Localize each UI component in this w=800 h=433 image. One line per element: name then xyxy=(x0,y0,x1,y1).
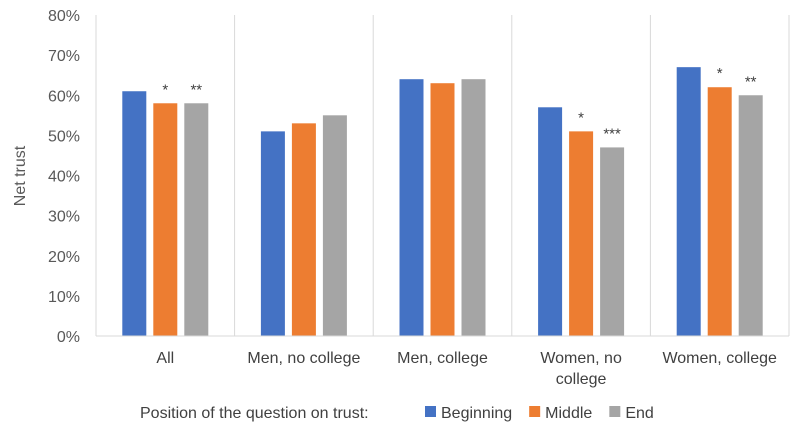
bar-beginning xyxy=(399,79,424,336)
y-tick-label: 10% xyxy=(48,289,80,306)
bar-middle xyxy=(569,131,594,336)
legend-title: Position of the question on trust: xyxy=(140,405,369,422)
legend-swatch-beginning xyxy=(425,406,436,417)
legend-swatch-middle xyxy=(529,406,541,417)
bar-end xyxy=(600,147,625,336)
bars xyxy=(122,67,763,337)
category-label: Women, college xyxy=(662,350,777,367)
category-label: Men, college xyxy=(397,350,488,367)
bar-beginning xyxy=(538,107,563,336)
y-tick-label: 30% xyxy=(48,209,80,226)
y-tick-label: 0% xyxy=(57,329,80,346)
legend-label-end: End xyxy=(625,405,653,422)
bar-end xyxy=(738,95,763,336)
bar-middle xyxy=(291,123,316,337)
y-tick-label: 70% xyxy=(48,48,80,65)
bar-beginning xyxy=(122,91,147,336)
legend: Position of the question on trust: Begin… xyxy=(140,405,654,422)
significance-marker: * xyxy=(162,81,168,98)
legend-label-beginning: Beginning xyxy=(441,405,512,422)
bar-middle xyxy=(153,103,178,337)
y-axis-label: Net trust xyxy=(12,145,29,206)
y-tick-label: 50% xyxy=(48,128,80,145)
significance-marker: * xyxy=(717,65,723,82)
legend-label-middle: Middle xyxy=(545,405,592,422)
bar-middle xyxy=(430,83,455,337)
category-label: college xyxy=(556,371,607,388)
category-label: All xyxy=(156,350,174,367)
significance-markers: * ******* ** xyxy=(162,65,756,142)
bar-beginning xyxy=(676,67,701,336)
significance-marker: ** xyxy=(190,81,202,98)
y-axis-tick-labels: 0% 10% 20% 30% 40% 50% 60% 70% 80% xyxy=(48,8,80,346)
bar-middle xyxy=(707,87,732,336)
bar-end xyxy=(461,79,486,336)
y-tick-label: 80% xyxy=(48,8,80,25)
significance-marker: * xyxy=(578,109,584,126)
significance-marker: ** xyxy=(745,73,757,90)
significance-marker: *** xyxy=(603,125,621,142)
legend-swatch-end xyxy=(609,406,621,417)
y-tick-label: 60% xyxy=(48,88,80,105)
category-label: Men, no college xyxy=(247,350,360,367)
bar-end xyxy=(184,103,209,337)
category-label: Women, no xyxy=(540,350,622,367)
category-separators xyxy=(95,15,790,336)
y-tick-label: 40% xyxy=(48,169,80,186)
x-axis-category-labels: All Men, no college Men, college Women, no c… xyxy=(156,350,777,388)
y-tick-label: 20% xyxy=(48,249,80,266)
bar-beginning xyxy=(260,131,285,336)
bar-end xyxy=(322,115,347,336)
